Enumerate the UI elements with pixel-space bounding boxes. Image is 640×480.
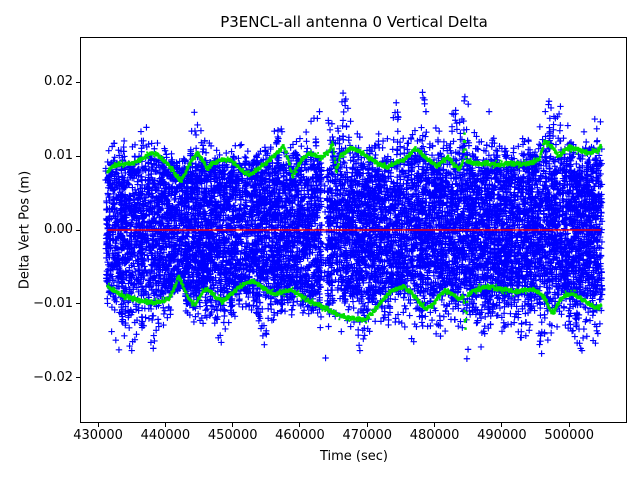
y-tick-mark <box>76 377 80 379</box>
x-tick-label: 440000 <box>140 428 191 443</box>
y-tick-label: 0.01 <box>44 148 73 163</box>
x-tick-label: 430000 <box>73 428 123 443</box>
x-axis-label: Time (sec) <box>319 449 388 464</box>
x-tick-label: 480000 <box>409 428 460 443</box>
x-tick-mark <box>501 423 503 427</box>
y-tick-label: 0.02 <box>44 74 73 90</box>
y-tick-mark <box>76 81 80 83</box>
x-tick-mark <box>568 423 570 427</box>
x-tick-label: 470000 <box>342 428 393 443</box>
x-tick-mark <box>434 423 436 427</box>
x-tick-mark <box>299 423 301 427</box>
y-tick-label: 0.00 <box>44 222 73 237</box>
x-tick-label: 460000 <box>275 428 325 443</box>
x-tick-label: 500000 <box>544 428 594 443</box>
y-tick-label: −0.02 <box>33 369 73 385</box>
y-tick-label: −0.01 <box>33 295 73 311</box>
plot-title: P3ENCL-all antenna 0 Vertical Delta <box>220 13 488 31</box>
x-tick-mark <box>366 423 368 427</box>
chart-canvas <box>81 38 626 422</box>
x-tick-label: 490000 <box>477 428 527 443</box>
y-tick-mark <box>76 303 80 305</box>
y-tick-mark <box>76 155 80 157</box>
y-tick-mark <box>76 229 80 231</box>
x-tick-mark <box>164 423 166 427</box>
x-tick-label: 450000 <box>207 428 258 443</box>
x-tick-mark <box>97 423 99 427</box>
x-tick-mark <box>232 423 234 427</box>
